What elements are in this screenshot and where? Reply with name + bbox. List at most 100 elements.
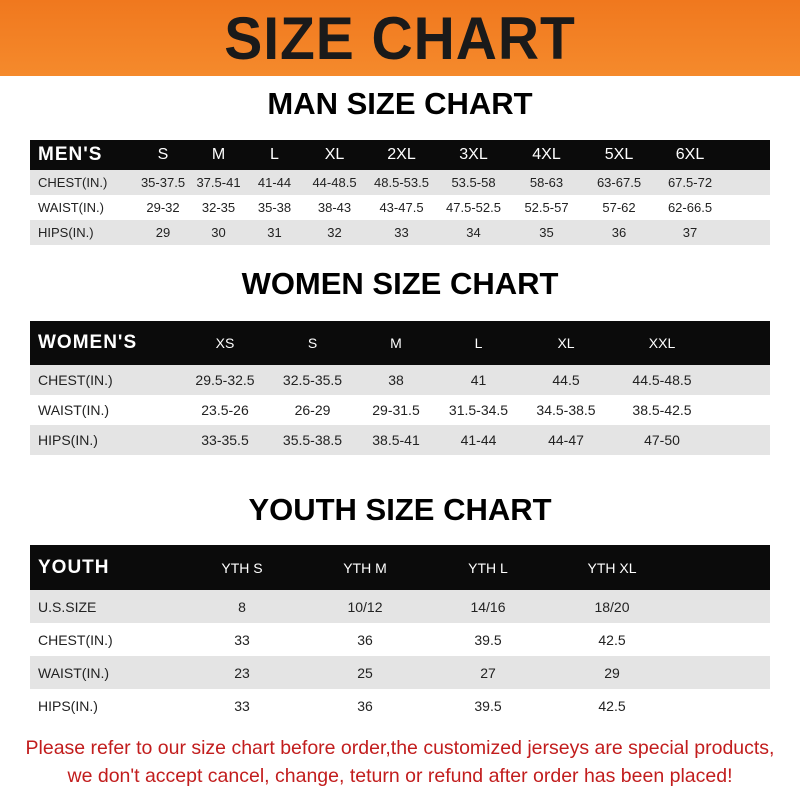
table-row: WAIST(IN.) 23.5-26 26-29 29-31.5 31.5-34.5 34…: [30, 395, 770, 425]
size-header-cell: XL: [324, 146, 345, 163]
measurement-cell: 42.5: [598, 631, 626, 648]
table-row: HIPS(IN.) 29 30 31 32 33 34 35 36 37: [30, 220, 770, 245]
size-header-cell: L: [270, 146, 279, 163]
row-label: U.S.SIZE: [38, 598, 97, 615]
table-row: WAIST(IN.) 29-32 32-35 35-38 38-43 43-47.5 47.…: [30, 195, 770, 220]
row-label: WAIST(IN.): [38, 402, 110, 418]
measurement-cell: 36: [357, 631, 373, 648]
measurement-cell: 35: [539, 225, 554, 240]
measurement-cell: 14/16: [470, 598, 506, 615]
size-header-cell: 5XL: [604, 146, 634, 163]
measurement-cell: 23.5-26: [201, 402, 249, 418]
measurement-cell: 53.5-58: [451, 175, 496, 190]
row-label: WAIST(IN.): [38, 664, 110, 681]
notice-line-1: Please refer to our size chart before or…: [25, 737, 775, 759]
measurement-cell: 67.5-72: [667, 175, 713, 190]
table-header-row: MEN'S S M L XL 2XL 3XL 4XL 5XL 6XL: [30, 140, 770, 170]
size-header-cell: S: [157, 146, 169, 163]
measurement-cell: 44.5: [552, 372, 580, 388]
table-row: CHEST(IN.) 33 36 39.5 42.5: [30, 623, 770, 656]
measurement-cell: 30: [211, 225, 226, 240]
measurement-cell: 33: [234, 697, 250, 714]
measurement-cell: 25: [357, 664, 373, 681]
men-heading: MAN SIZE CHART: [267, 86, 533, 121]
measurement-cell: 39.5: [474, 631, 502, 648]
size-header-cell: YTH XL: [587, 559, 637, 576]
title-banner: SIZE CHART: [0, 0, 800, 76]
table-title-cell: WOMEN'S: [38, 332, 138, 353]
men-size-table: MEN'S S M L XL 2XL 3XL 4XL 5XL 6XL CHEST(IN.) 35-37…: [30, 140, 770, 245]
measurement-cell: 18/20: [594, 598, 630, 615]
measurement-cell: 29-32: [146, 200, 180, 215]
measurement-cell: 31.5-34.5: [448, 402, 509, 418]
row-label: CHEST(IN.): [38, 372, 113, 388]
size-header-cell: XS: [215, 335, 235, 351]
measurement-cell: 42.5: [598, 697, 626, 714]
size-header-cell: 3XL: [459, 146, 488, 163]
measurement-cell: 8: [238, 598, 246, 615]
measurement-cell: 33-35.5: [201, 432, 249, 448]
measurement-cell: 32.5-35.5: [282, 372, 343, 388]
table-row: CHEST(IN.) 35-37.5 37.5-41 41-44 44-48.5 48.5…: [30, 170, 770, 195]
order-notice: Please refer to our size chart before or…: [0, 734, 800, 790]
measurement-cell: 33: [394, 225, 409, 240]
table-row: HIPS(IN.) 33 36 39.5 42.5: [30, 689, 770, 722]
measurement-cell: 38: [388, 372, 404, 388]
measurement-cell: 58-63: [529, 175, 564, 190]
size-header-cell: M: [390, 335, 402, 351]
row-label: HIPS(IN.): [38, 432, 98, 448]
measurement-cell: 33: [234, 631, 250, 648]
measurement-cell: 37: [682, 225, 698, 240]
measurement-cell: 52.5-57: [524, 200, 569, 215]
measurement-cell: 38.5-41: [372, 432, 420, 448]
size-header-cell: 2XL: [387, 146, 416, 163]
row-label: CHEST(IN.): [38, 631, 113, 648]
row-label: HIPS(IN.): [38, 225, 94, 240]
notice-line-2: we don't accept cancel, change, teturn o…: [67, 765, 733, 787]
table-title-cell: YOUTH: [38, 556, 110, 578]
measurement-cell: 27: [480, 664, 496, 681]
size-header-cell: 4XL: [532, 146, 561, 163]
table-row: HIPS(IN.) 33-35.5 35.5-38.5 38.5-41 41-44 44-…: [30, 425, 770, 455]
measurement-cell: 26-29: [294, 402, 331, 418]
size-header-cell: YTH M: [343, 559, 387, 576]
size-header-cell: YTH S: [221, 559, 263, 576]
measurement-cell: 39.5: [474, 697, 502, 714]
measurement-cell: 23: [234, 664, 250, 681]
table-row: CHEST(IN.) 29.5-32.5 32.5-35.5 38 41 44.5 44.5…: [30, 365, 770, 395]
measurement-cell: 29: [604, 664, 620, 681]
measurement-cell: 43-47.5: [379, 200, 424, 215]
measurement-cell: 47.5-52.5: [446, 200, 501, 215]
measurement-cell: 32-35: [201, 200, 236, 215]
table-row: WAIST(IN.) 23 25 27 29: [30, 656, 770, 689]
women-size-table: WOMEN'S XS S M L XL XXL CHEST(IN.) 29.5-32.5 32.5…: [30, 321, 770, 455]
measurement-cell: 29: [155, 225, 171, 240]
measurement-cell: 29-31.5: [372, 402, 420, 418]
measurement-cell: 47-50: [644, 432, 680, 448]
measurement-cell: 29.5-32.5: [195, 372, 255, 388]
measurement-cell: 44.5-48.5: [632, 372, 692, 388]
youth-size-table: YOUTH YTH S YTH M YTH L YTH XL U.S.SIZE 8 10/12…: [30, 545, 770, 722]
measurement-cell: 35-38: [257, 200, 292, 215]
measurement-cell: 34: [466, 225, 481, 240]
measurement-cell: 32: [327, 225, 342, 240]
measurement-cell: 62-66.5: [667, 200, 713, 215]
measurement-cell: 41-44: [460, 432, 497, 448]
measurement-cell: 44-48.5: [312, 175, 357, 190]
size-header-cell: L: [474, 335, 483, 351]
table-row: U.S.SIZE 8 10/12 14/16 18/20: [30, 590, 770, 623]
size-header-cell: 6XL: [675, 146, 705, 163]
size-header-cell: S: [307, 335, 318, 351]
measurement-cell: 31: [267, 225, 282, 240]
measurement-cell: 38.5-42.5: [632, 402, 692, 418]
measurement-cell: 37.5-41: [196, 175, 241, 190]
row-label: HIPS(IN.): [38, 697, 98, 714]
measurement-cell: 36: [611, 225, 627, 240]
size-header-cell: YTH L: [468, 559, 508, 576]
measurement-cell: 10/12: [347, 598, 383, 615]
measurement-cell: 34.5-38.5: [536, 402, 596, 418]
measurement-cell: 44-47: [548, 432, 584, 448]
row-label: WAIST(IN.): [38, 200, 104, 215]
size-header-cell: XL: [557, 335, 575, 351]
measurement-cell: 38-43: [317, 200, 352, 215]
